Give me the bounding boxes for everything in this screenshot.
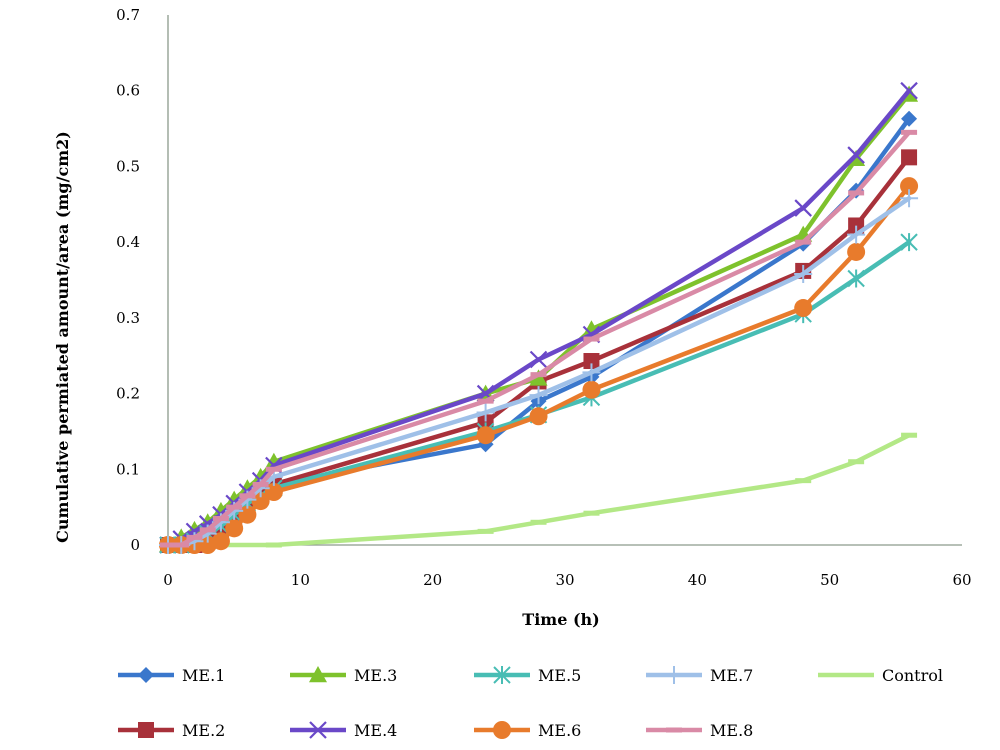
legend-marker <box>309 666 327 683</box>
data-point-me4 <box>900 81 918 100</box>
data-point-me8 <box>212 516 229 521</box>
data-point-me6 <box>225 519 244 538</box>
data-point-control <box>477 528 494 534</box>
legend-label: ME.1 <box>182 666 225 685</box>
data-point-me8 <box>173 542 190 548</box>
legend-label: ME.5 <box>538 666 581 685</box>
data-point-me2 <box>583 353 600 370</box>
y-tick-label: 0 <box>130 536 140 554</box>
data-point-me4 <box>847 146 865 164</box>
legend: ME.1 ME.3 ME.5 ME.7 Control ME.2 ME.4 ME.6 ME.8 <box>118 666 943 740</box>
data-point-me1 <box>901 110 918 127</box>
series-line-control <box>165 432 912 548</box>
data-point-me2 <box>901 149 918 166</box>
data-point-me6 <box>529 407 548 426</box>
data-point-control <box>848 459 865 465</box>
legend-item-me2: ME.2 <box>118 721 225 740</box>
x-tick-label: 60 <box>952 571 971 589</box>
x-axis-label: Time (h) <box>522 610 599 629</box>
data-point-me5 <box>900 233 918 252</box>
data-point-me8 <box>239 493 256 499</box>
data-point-me7 <box>476 403 495 422</box>
legend-label: ME.2 <box>182 721 225 740</box>
legend-label: ME.3 <box>354 666 397 685</box>
legend-item-me8: ME.8 <box>646 721 753 740</box>
x-tick-label: 20 <box>423 571 442 589</box>
data-point-me7 <box>847 225 866 244</box>
data-point-me6 <box>794 299 813 318</box>
data-point-control <box>901 432 918 438</box>
legend-label: ME.8 <box>710 721 753 740</box>
data-point-control <box>583 510 600 516</box>
data-point-me6 <box>211 532 230 551</box>
data-point-me8 <box>160 542 176 548</box>
data-point-me5 <box>847 269 865 288</box>
data-point-me8 <box>530 372 547 378</box>
x-tick-label: 10 <box>291 571 310 589</box>
y-tick-label: 0.1 <box>116 460 140 478</box>
legend-marker <box>309 721 327 739</box>
x-tick-label: 50 <box>820 571 839 589</box>
legend-marker <box>493 666 511 684</box>
data-point-me8 <box>252 481 269 487</box>
data-point-me6 <box>251 492 270 511</box>
y-tick-label: 0.7 <box>116 6 140 24</box>
y-tick-label: 0.2 <box>116 385 140 403</box>
data-point-me8 <box>199 527 216 533</box>
series-me8 <box>160 129 918 548</box>
legend-item-me6: ME.6 <box>474 721 581 740</box>
y-tick-label: 0.4 <box>116 233 140 251</box>
data-point-me8 <box>795 239 812 245</box>
legend-label: ME.7 <box>710 666 753 685</box>
x-tick-label: 30 <box>555 571 574 589</box>
legend-item-me3: ME.3 <box>290 666 397 685</box>
data-point-me6 <box>900 177 919 196</box>
data-point-me6 <box>476 426 495 445</box>
y-tick-label: 0.6 <box>116 82 140 100</box>
legend-marker <box>665 666 683 684</box>
data-point-control <box>265 542 282 548</box>
data-point-me7 <box>582 363 601 382</box>
data-point-me4 <box>794 199 812 217</box>
data-point-me8 <box>583 336 600 342</box>
legend-label: ME.6 <box>538 721 581 740</box>
legend-marker <box>493 721 511 739</box>
tick-labels: 0 10 20 30 40 50 60 0 0.1 0.2 0.3 0.4 0.5 0.6 0.7 <box>116 6 971 589</box>
data-point-me7 <box>794 264 813 283</box>
y-tick-label: 0.5 <box>116 157 140 175</box>
data-point-me6 <box>582 380 601 399</box>
legend-marker <box>666 727 682 733</box>
legend-item-me7: ME.7 <box>646 666 753 685</box>
data-point-control <box>795 478 812 484</box>
data-point-me8 <box>848 190 865 196</box>
legend-item-me5: ME.5 <box>474 666 581 685</box>
data-point-me7 <box>900 189 919 208</box>
legend-marker <box>138 667 154 683</box>
y-axis-label: Cumulative permiated amount/area (mg/cm2… <box>53 131 72 543</box>
data-point-me8 <box>901 129 918 135</box>
data-point-me6 <box>847 242 866 261</box>
data-point-me8 <box>226 504 243 510</box>
data-point-me3 <box>529 369 548 386</box>
legend-item-control: Control <box>818 666 943 685</box>
x-tick-label: 40 <box>688 571 707 589</box>
data-point-me8 <box>265 466 282 472</box>
data-point-me8 <box>477 398 494 404</box>
data-point-me4 <box>529 350 548 369</box>
y-tick-label: 0.3 <box>116 309 140 327</box>
x-tick-label: 0 <box>163 571 173 589</box>
data-point-me7 <box>529 386 548 405</box>
legend-item-me4: ME.4 <box>290 721 397 740</box>
legend-label: Control <box>882 666 943 685</box>
legend-item-me1: ME.1 <box>118 666 225 685</box>
legend-label: ME.4 <box>354 721 397 740</box>
plot-area <box>159 81 919 554</box>
legend-marker <box>138 722 154 738</box>
data-point-control <box>530 519 547 525</box>
data-point-me8 <box>186 534 203 540</box>
